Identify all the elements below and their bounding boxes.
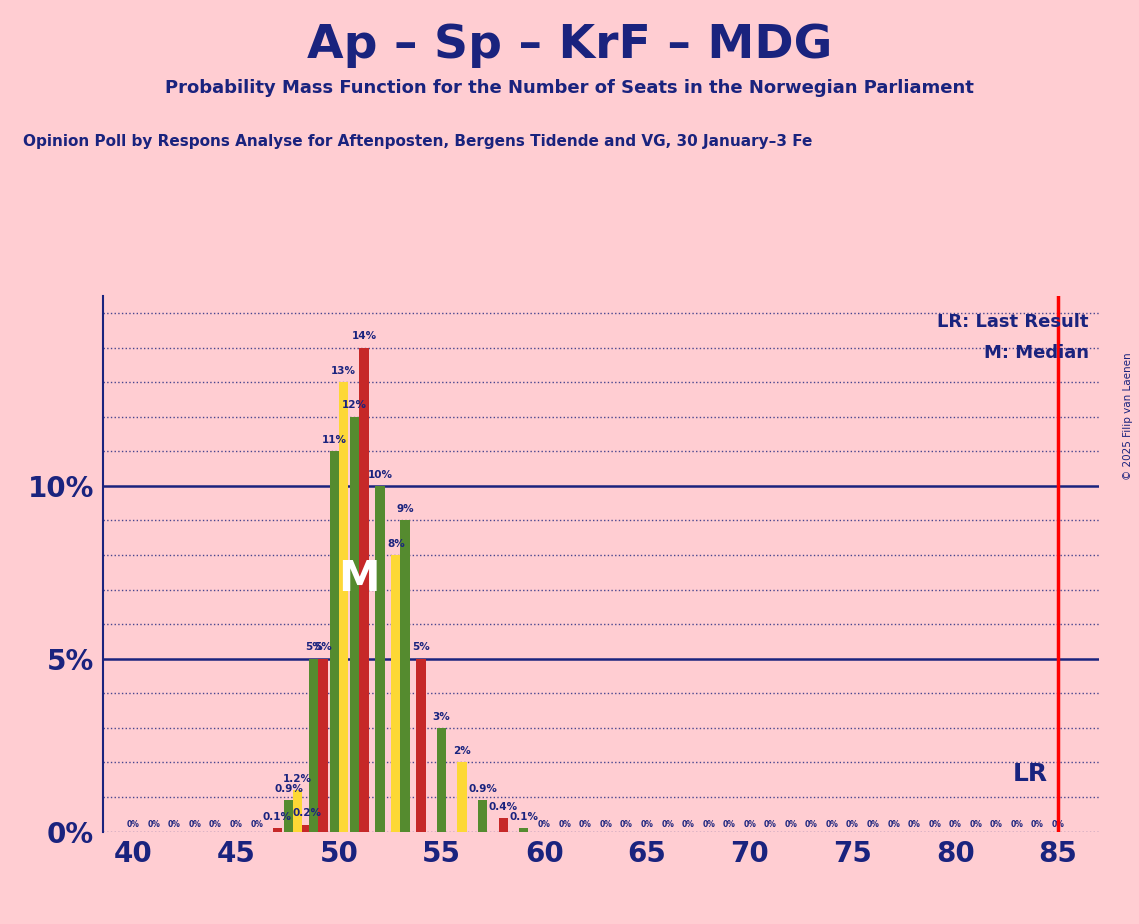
Bar <box>478 800 487 832</box>
Text: 9%: 9% <box>396 505 413 514</box>
Bar <box>519 828 528 832</box>
Text: 0%: 0% <box>949 820 961 829</box>
Bar <box>329 451 338 832</box>
Text: 0%: 0% <box>867 820 879 829</box>
Text: 0.2%: 0.2% <box>293 808 321 819</box>
Text: © 2025 Filip van Laenen: © 2025 Filip van Laenen <box>1123 352 1133 480</box>
Text: 0%: 0% <box>599 820 613 829</box>
Text: 10%: 10% <box>368 469 393 480</box>
Bar <box>499 818 508 832</box>
Bar <box>360 347 369 832</box>
Text: 0%: 0% <box>826 820 838 829</box>
Text: 0%: 0% <box>230 820 243 829</box>
Text: 2%: 2% <box>453 747 472 756</box>
Text: Opinion Poll by Respons Analyse for Aftenposten, Bergens Tidende and VG, 30 Janu: Opinion Poll by Respons Analyse for Afte… <box>23 134 812 149</box>
Text: 0%: 0% <box>126 820 140 829</box>
Text: 0%: 0% <box>723 820 736 829</box>
Text: 12%: 12% <box>342 400 367 410</box>
Text: 0%: 0% <box>785 820 797 829</box>
Text: 14%: 14% <box>352 332 377 341</box>
Text: 0%: 0% <box>251 820 263 829</box>
Text: 5%: 5% <box>305 642 322 652</box>
Bar <box>272 828 281 832</box>
Bar <box>458 762 467 832</box>
Text: Probability Mass Function for the Number of Seats in the Norwegian Parliament: Probability Mass Function for the Number… <box>165 79 974 96</box>
Text: 5%: 5% <box>314 642 331 652</box>
Bar <box>391 555 401 832</box>
Text: M: M <box>338 558 380 601</box>
Text: 0%: 0% <box>558 820 572 829</box>
Bar <box>437 728 446 832</box>
Text: 0.9%: 0.9% <box>468 784 497 795</box>
Text: 0%: 0% <box>661 820 674 829</box>
Bar <box>338 383 349 832</box>
Text: 0%: 0% <box>703 820 715 829</box>
Text: 0%: 0% <box>1010 820 1023 829</box>
Text: 0%: 0% <box>805 820 818 829</box>
Text: Ap – Sp – KrF – MDG: Ap – Sp – KrF – MDG <box>306 23 833 68</box>
Bar <box>309 659 318 832</box>
Text: 0%: 0% <box>928 820 941 829</box>
Text: 0%: 0% <box>969 820 982 829</box>
Bar <box>417 659 426 832</box>
Text: 11%: 11% <box>321 435 346 445</box>
Text: 0%: 0% <box>682 820 695 829</box>
Bar <box>401 520 410 832</box>
Text: 13%: 13% <box>331 366 357 376</box>
Text: 0.4%: 0.4% <box>489 801 518 811</box>
Bar <box>284 800 293 832</box>
Text: 0.1%: 0.1% <box>509 812 539 822</box>
Text: 0%: 0% <box>640 820 654 829</box>
Text: 0.9%: 0.9% <box>274 784 303 795</box>
Text: 0%: 0% <box>990 820 1002 829</box>
Text: 0%: 0% <box>147 820 161 829</box>
Text: 0%: 0% <box>846 820 859 829</box>
Text: LR: Last Result: LR: Last Result <box>937 313 1089 331</box>
Bar <box>318 659 328 832</box>
Text: 0%: 0% <box>620 820 633 829</box>
Text: 3%: 3% <box>433 711 450 722</box>
Text: 1.2%: 1.2% <box>284 774 312 784</box>
Text: LR: LR <box>1013 762 1048 786</box>
Bar <box>350 417 360 832</box>
Text: 0%: 0% <box>908 820 920 829</box>
Text: 0%: 0% <box>538 820 551 829</box>
Text: 0%: 0% <box>210 820 222 829</box>
Text: 0%: 0% <box>764 820 777 829</box>
Text: 5%: 5% <box>412 642 429 652</box>
Text: 0%: 0% <box>887 820 900 829</box>
Bar <box>293 790 302 832</box>
Text: 0%: 0% <box>744 820 756 829</box>
Bar <box>302 825 312 832</box>
Text: 0%: 0% <box>1031 820 1044 829</box>
Text: 0%: 0% <box>1051 820 1065 829</box>
Text: 0%: 0% <box>579 820 592 829</box>
Text: 0%: 0% <box>167 820 181 829</box>
Text: 8%: 8% <box>387 539 404 549</box>
Text: M: Median: M: Median <box>984 344 1089 362</box>
Text: 0%: 0% <box>189 820 202 829</box>
Bar <box>375 486 385 832</box>
Text: 0.1%: 0.1% <box>263 812 292 822</box>
